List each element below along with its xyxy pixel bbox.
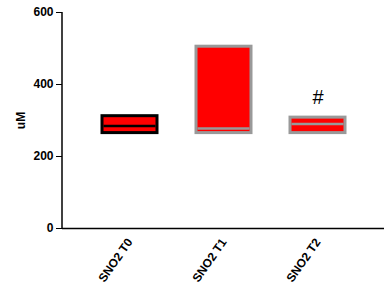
svg-text:SNO2 T2: SNO2 T2 — [283, 235, 323, 284]
svg-text:400: 400 — [33, 77, 53, 91]
svg-text:600: 600 — [33, 5, 53, 19]
svg-text:0: 0 — [47, 221, 54, 235]
svg-text:#: # — [312, 86, 324, 108]
svg-text:SNO2 T0: SNO2 T0 — [95, 235, 135, 284]
svg-text:SNO2 T1: SNO2 T1 — [189, 235, 229, 284]
svg-text:uM: uM — [14, 112, 28, 129]
svg-text:200: 200 — [33, 149, 53, 163]
